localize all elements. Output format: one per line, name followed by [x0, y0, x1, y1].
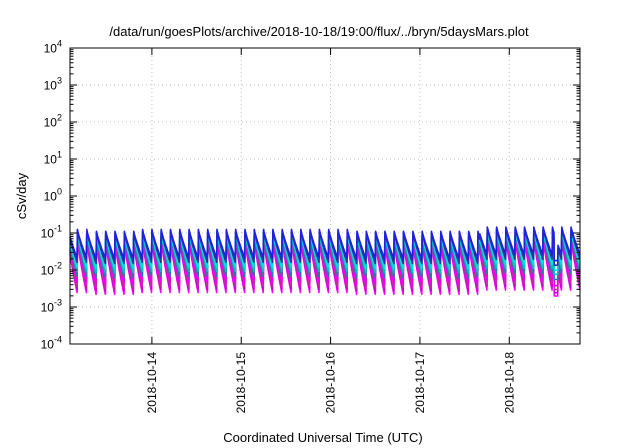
axis-ticks: 104 103 102 101 100 10-1 10-2 10-3 10-4 2018-10-1… [41, 39, 580, 414]
x-tick-label: 2018-10-15 [234, 352, 248, 414]
y-tick-label: 10-2 [41, 261, 62, 278]
y-tick-label: 101 [44, 150, 62, 167]
x-tick-label: 2018-10-17 [413, 352, 427, 414]
y-axis-label: cSv/day [14, 172, 29, 219]
x-tick-label: 2018-10-18 [502, 352, 516, 414]
series-line [69, 226, 581, 262]
y-tick-label: 10-1 [41, 224, 62, 241]
x-tick-label: 2018-10-16 [324, 352, 338, 414]
x-tick-label: 2018-10-14 [145, 352, 159, 414]
y-tick-label: 103 [44, 76, 62, 93]
y-tick-label: 104 [44, 39, 62, 56]
y-tick-label: 102 [44, 113, 62, 130]
y-tick-label: 10-4 [41, 335, 62, 352]
series-line [69, 227, 581, 267]
series-lines [69, 226, 581, 297]
x-axis-label: Coordinated Universal Time (UTC) [223, 430, 422, 445]
grid-lines [70, 48, 580, 344]
chart-title: /data/run/goesPlots/archive/2018-10-18/1… [109, 24, 529, 39]
y-tick-label: 100 [44, 187, 62, 204]
y-tick-label: 10-3 [41, 298, 62, 315]
